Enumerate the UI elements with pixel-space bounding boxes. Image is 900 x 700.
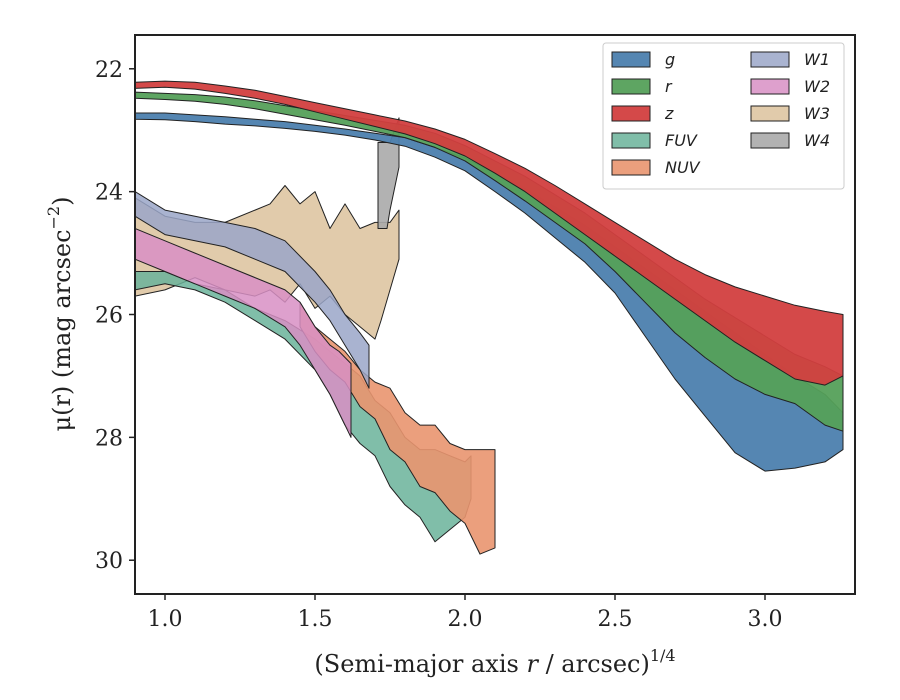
band-w2 (135, 228, 352, 438)
band-nuv (299, 301, 496, 555)
series-bands (135, 80, 844, 555)
band-g (135, 112, 844, 472)
x-axis-ticks: 1.0 1.5 2.0 2.5 3.0 (148, 594, 783, 632)
legend-label-fuv: FUV (665, 131, 698, 150)
band-w1 (135, 191, 370, 389)
x-tick-label: 2.0 (448, 607, 483, 632)
legend-swatch-w3 (750, 105, 790, 122)
legend-swatch-w2 (750, 78, 790, 95)
legend: grz FUV NUV W1 W2 W3 W4 (602, 42, 845, 190)
y-axis-ticks: 22 24 26 28 30 (95, 58, 135, 574)
legend-label-nuv: NUV (665, 158, 701, 177)
x-tick-label: 2.5 (598, 607, 633, 632)
legend-swatch-z (611, 105, 651, 122)
legend-swatch-fuv (611, 132, 651, 149)
legend-swatch-w1 (750, 51, 790, 68)
band-z (135, 80, 844, 386)
x-tick-label: 1.5 (298, 607, 333, 632)
x-tick-label: 3.0 (748, 607, 783, 632)
x-axis-label: (Semi-major axis r / arcsec)1/4 (314, 646, 675, 678)
legend-label-w2: W2 (804, 77, 830, 96)
legend-swatch-nuv (611, 159, 651, 176)
legend-label-z: z (664, 104, 674, 123)
legend-label-r: r (665, 77, 673, 96)
y-tick-label: 30 (95, 549, 123, 574)
legend-label-w3: W3 (804, 104, 830, 123)
y-axis-label: μ(r) (mag arcsec−2) (44, 197, 76, 432)
y-tick-label: 22 (95, 58, 123, 83)
y-tick-label: 24 (95, 181, 123, 206)
legend-label-w4: W4 (804, 131, 830, 150)
y-tick-label: 28 (95, 426, 123, 451)
legend-swatch-w4 (750, 132, 790, 149)
legend-label-w1: W1 (804, 50, 830, 69)
x-tick-label: 1.0 (148, 607, 183, 632)
legend-swatch-g (611, 51, 651, 68)
legend-label-g: g (665, 50, 675, 69)
y-tick-label: 26 (95, 304, 123, 329)
legend-swatch-r (611, 78, 651, 95)
